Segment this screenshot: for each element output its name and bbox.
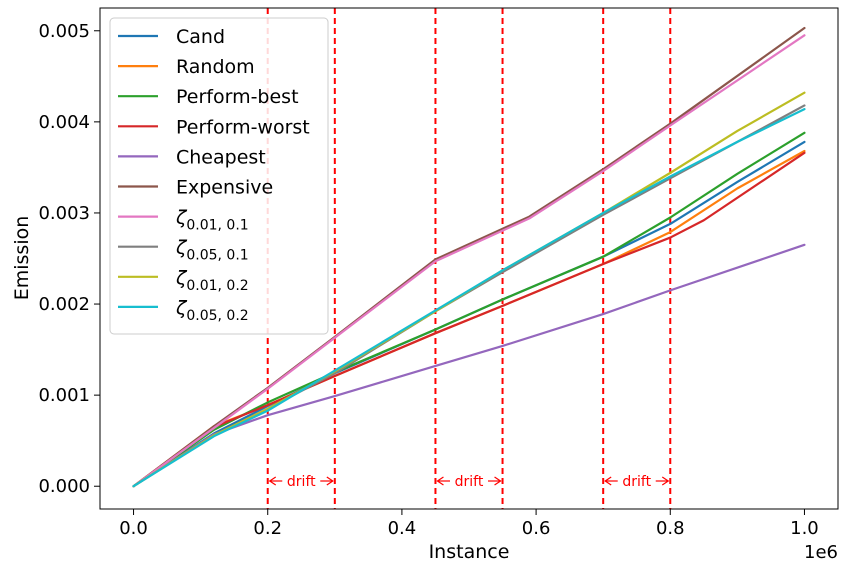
x-tick-label: 0.6: [522, 518, 551, 539]
legend-label: Perform-worst: [176, 116, 310, 138]
x-tick-label: 0.8: [656, 518, 685, 539]
drift-arrowhead-right: [494, 476, 502, 486]
x-axis: 0.0 0.2 0.4 0.6 0.8 1.0: [119, 509, 819, 539]
drift-arrowhead-left: [604, 476, 612, 486]
y-tick-label: 0.002: [38, 294, 90, 315]
x-axis-offset-label: 1e6: [804, 542, 838, 563]
legend-entry: Perform-best: [118, 86, 299, 108]
legend: Cand Random Perform-best Perform-worst Cheap…: [109, 17, 329, 335]
drift-label: drift: [622, 474, 651, 490]
legend-entry: Expensive: [118, 177, 273, 199]
drift-arrowhead-right: [661, 476, 670, 486]
legend-frame: [109, 17, 329, 335]
y-axis-label: Emission: [11, 216, 33, 301]
legend-entry: ζ0.01, 0.1: [118, 207, 249, 234]
legend-label: Cand: [176, 26, 225, 48]
drift-label: drift: [455, 474, 484, 490]
drift-arrowhead-left: [436, 476, 444, 486]
legend-label: ζ0.01, 0.2: [175, 267, 249, 294]
drift-arrowhead-right: [326, 476, 334, 486]
series-line-10: [132, 108, 806, 488]
drift-label: drift: [287, 474, 316, 490]
x-tick-label: 0.2: [253, 518, 282, 539]
legend-entry: Cand: [118, 26, 225, 48]
legend-entry: ζ0.05, 0.1: [118, 237, 249, 264]
x-tick-label: 0.0: [119, 518, 148, 539]
legend-label-base: ζ: [175, 237, 188, 259]
legend-label-subscript: 0.01, 0.2: [186, 278, 248, 294]
legend-label: Perform-best: [176, 86, 299, 108]
legend-entry: ζ0.05, 0.2: [118, 297, 249, 324]
drift-annotation: drift: [604, 474, 670, 490]
legend-label-base: ζ: [175, 267, 188, 289]
y-tick-label: 0.003: [38, 203, 90, 224]
drift-annotation: drift: [268, 474, 334, 490]
legend-label-subscript: 0.05, 0.2: [186, 308, 248, 324]
series-layer: [132, 26, 806, 488]
drift-annotation: drift: [436, 474, 502, 490]
y-tick-label: 0.000: [38, 476, 90, 497]
series-line-4: [132, 151, 806, 488]
legend-label: ζ0.05, 0.2: [175, 297, 249, 324]
y-axis: 0.000 0.001 0.002 0.003 0.004 0.005: [38, 21, 100, 497]
legend-label: Random: [176, 56, 255, 78]
legend-label: Expensive: [176, 177, 273, 199]
y-tick-label: 0.004: [38, 112, 90, 133]
legend-entry: ζ0.01, 0.2: [118, 267, 249, 294]
legend-label: Cheapest: [176, 146, 266, 168]
series-line-6: [132, 26, 806, 488]
plot-frame: [99, 7, 839, 510]
legend-label-base: ζ: [175, 297, 188, 319]
legend-label: ζ0.01, 0.1: [175, 207, 249, 234]
legend-label-base: ζ: [175, 207, 188, 229]
x-axis-label: Instance: [429, 541, 510, 563]
legend-entry: Perform-worst: [118, 116, 310, 138]
legend-label-subscript: 0.01, 0.1: [186, 218, 248, 234]
drift-arrowhead-left: [268, 476, 277, 486]
x-tick-label: 1.0: [790, 518, 819, 539]
y-tick-label: 0.005: [38, 21, 90, 42]
legend-label-subscript: 0.05, 0.1: [186, 248, 248, 264]
legend-entry: Random: [118, 56, 255, 78]
legend-label: ζ0.05, 0.1: [175, 237, 249, 264]
y-tick-label: 0.001: [38, 385, 90, 406]
x-tick-label: 0.4: [388, 518, 417, 539]
legend-entry: Cheapest: [118, 146, 266, 168]
series-line-7: [132, 34, 806, 488]
